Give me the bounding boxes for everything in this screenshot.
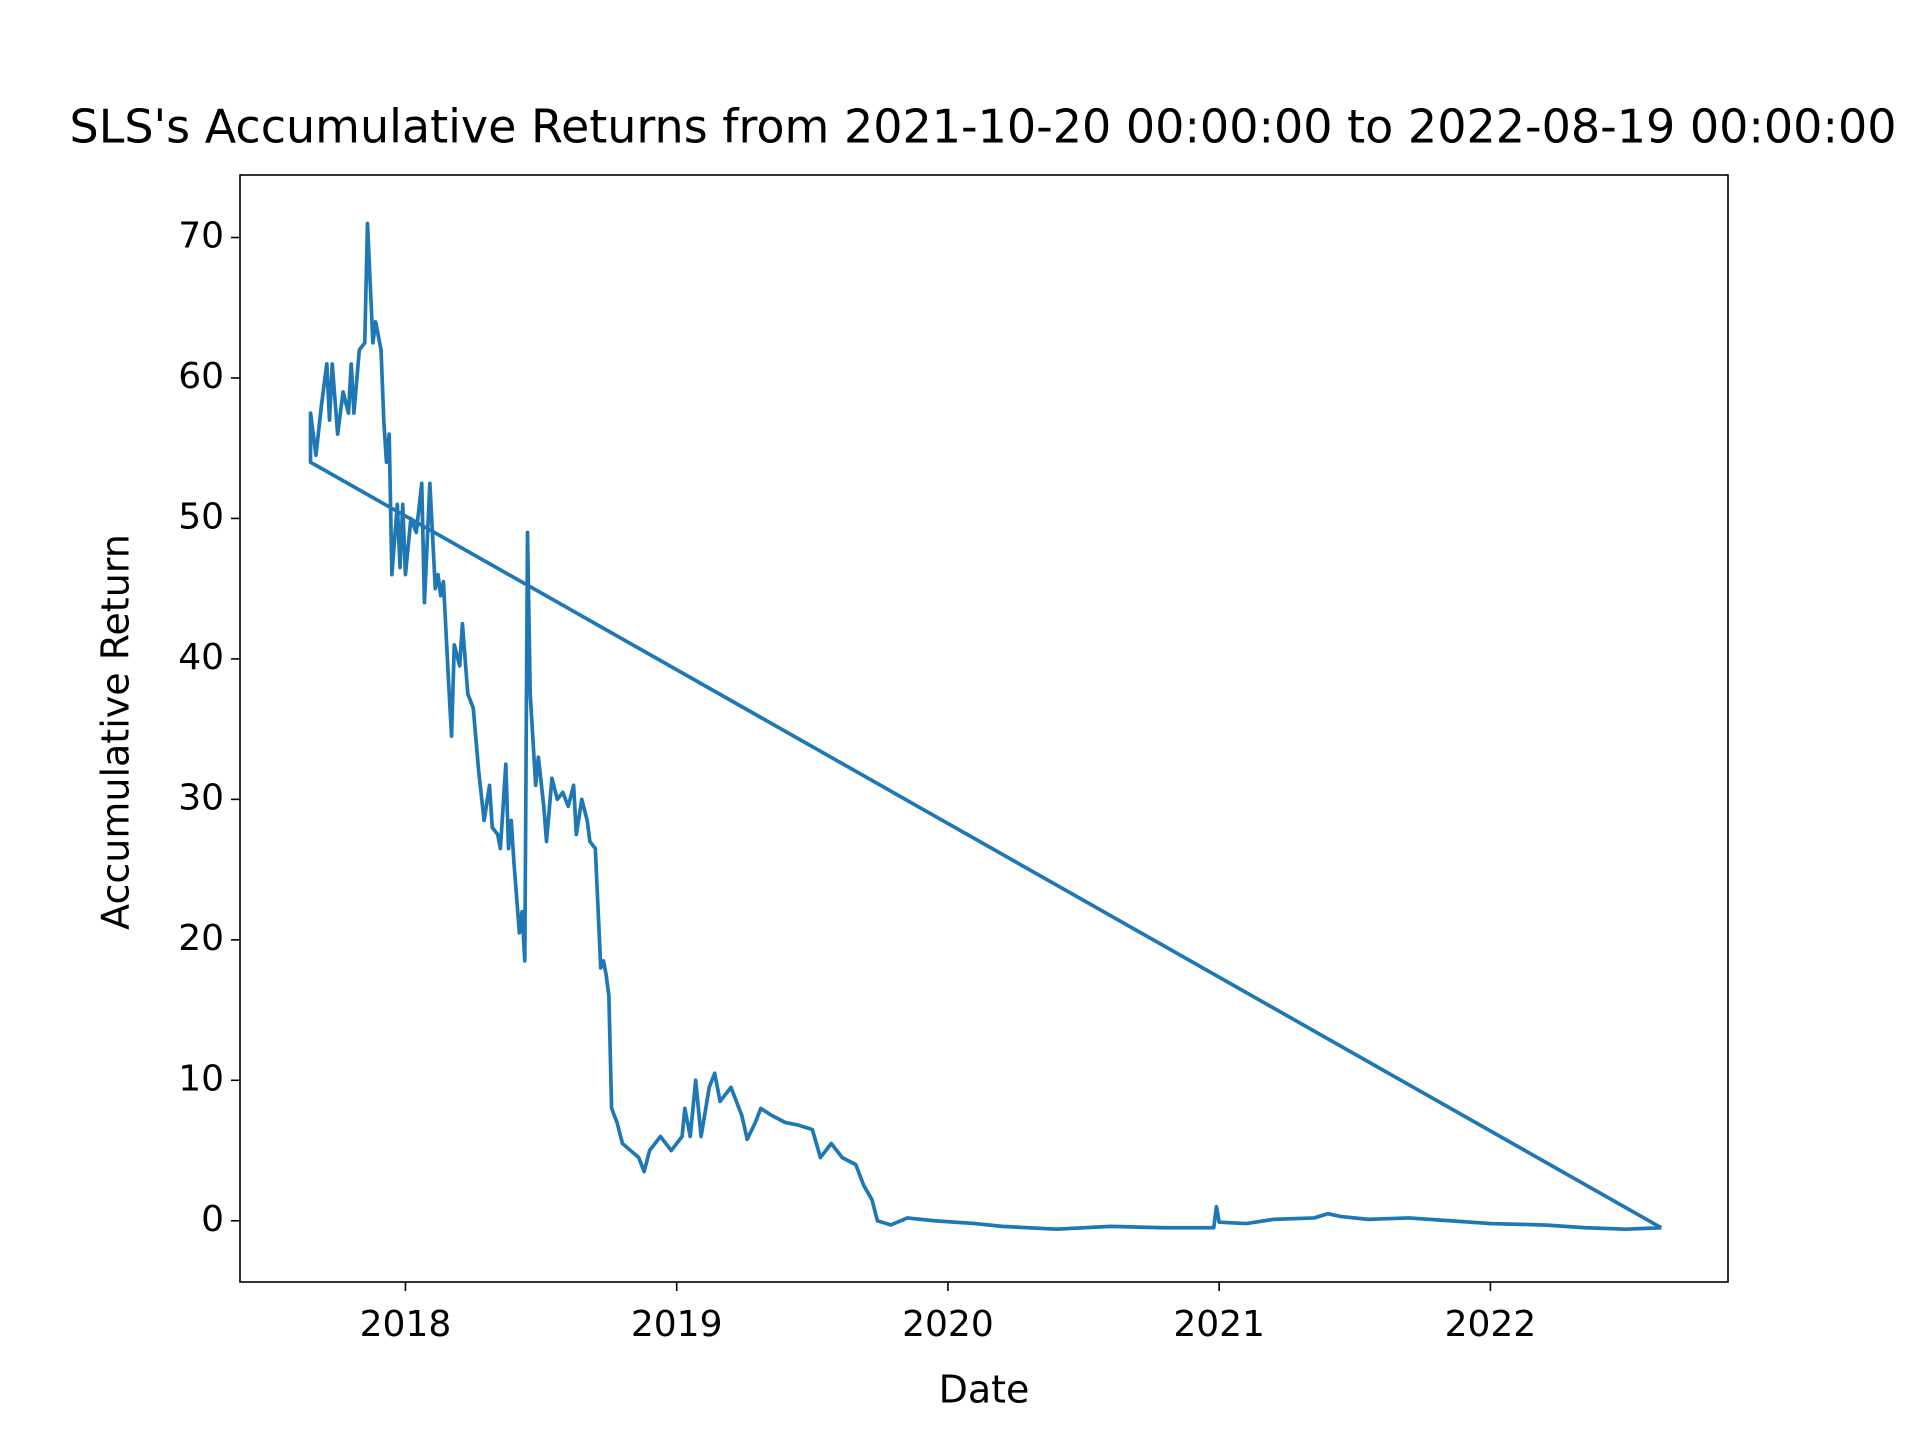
y-tick-label: 0 (201, 1199, 224, 1240)
x-tick-label: 2022 (1445, 1304, 1537, 1345)
y-tick-label: 60 (178, 356, 224, 397)
x-axis-label: Date (939, 1368, 1030, 1412)
y-tick-label: 40 (178, 637, 224, 678)
plot-frame (239, 174, 1729, 1283)
x-tick-label: 2018 (360, 1304, 452, 1345)
data-line (308, 221, 1663, 1232)
x-tick-label: 2020 (902, 1304, 994, 1345)
y-tick-label: 30 (178, 777, 224, 818)
y-tick-label: 70 (178, 216, 224, 257)
x-tick-label: 2021 (1173, 1304, 1265, 1345)
x-tick-label: 2019 (631, 1304, 723, 1345)
y-axis-label: Accumulative Return (94, 534, 138, 930)
y-tick-label: 10 (178, 1058, 224, 1099)
chart-title: SLS's Accumulative Returns from 2021-10-… (70, 100, 1897, 154)
y-tick-label: 50 (178, 496, 224, 537)
y-tick-label: 20 (178, 918, 224, 959)
